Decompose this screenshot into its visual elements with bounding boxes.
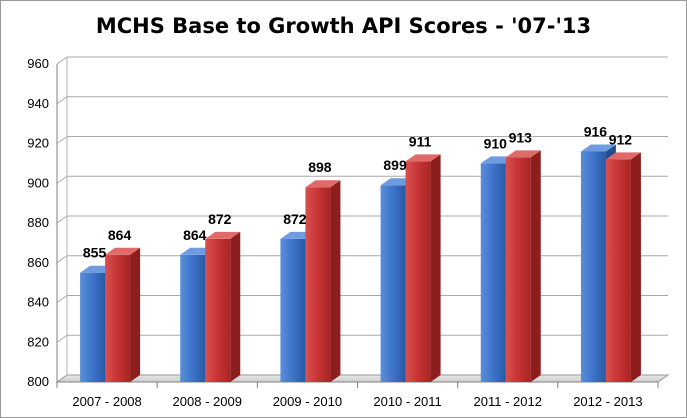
bar-front-s2 (205, 238, 231, 382)
data-label: 898 (308, 159, 332, 175)
y-tick-label: 880 (27, 215, 49, 230)
data-label: 899 (383, 157, 407, 173)
gridline-slant (56, 136, 68, 144)
data-label: 911 (409, 133, 432, 149)
bar-top-s2 (305, 180, 341, 188)
data-label: 872 (283, 211, 307, 227)
bar-side-s2 (430, 154, 441, 382)
x-category-label: 2012 - 2013 (573, 394, 642, 409)
x-category-label: 2007 - 2008 (72, 394, 141, 409)
y-tick-label: 800 (27, 374, 49, 389)
y-tick-label: 900 (27, 175, 49, 190)
bar-front-s1 (580, 151, 606, 382)
data-label: 855 (83, 245, 107, 261)
bar-side-s2 (530, 150, 541, 382)
grid-layer (56, 56, 668, 383)
data-label: 912 (609, 131, 633, 147)
data-label: 872 (208, 211, 232, 227)
x-category-label: 2008 - 2009 (173, 394, 242, 409)
bar-top-s2 (505, 150, 541, 158)
y-tick-label: 840 (27, 295, 49, 310)
bar-front-s2 (305, 187, 331, 382)
gridline-slant (56, 215, 68, 224)
bar-top-s2 (605, 152, 641, 160)
x-category-label: 2011 - 2012 (474, 394, 542, 409)
bar-top-s2 (205, 231, 241, 239)
bar-front-s2 (605, 159, 631, 382)
y-tick-label: 960 (27, 56, 49, 71)
axis-layer (55, 57, 670, 388)
gridline-slant (56, 175, 68, 184)
chart-floor (55, 374, 670, 383)
bar-side-s2 (130, 247, 141, 382)
x-category-label: 2010 - 2011 (373, 394, 441, 409)
bar-front-s1 (80, 272, 106, 382)
bar-top-s2 (105, 247, 141, 255)
gridline-slant (56, 334, 68, 343)
bar-top-s1 (580, 144, 616, 152)
gridline-slant (56, 56, 68, 65)
bars-layer (80, 144, 641, 382)
gridline-slant (56, 255, 68, 264)
bar-front-s2 (105, 254, 131, 382)
bar-front-s1 (380, 185, 406, 382)
labels-layer: 800 820 840 860 880 900 920 940 960 2007 - 2008 85… (27, 56, 642, 409)
bar-front-s1 (280, 238, 306, 382)
data-label: 864 (183, 227, 207, 243)
bar-front-s1 (480, 163, 506, 382)
bar-top-s2 (405, 154, 441, 162)
bar-front-s2 (405, 161, 431, 382)
bar-side-s2 (330, 180, 341, 382)
gridline-slant (56, 295, 68, 303)
y-tick-label: 820 (27, 334, 49, 349)
chart-title: MCHS Base to Growth API Scores - '07-'13 (95, 14, 592, 38)
y-tick-label: 940 (27, 96, 49, 111)
bar-front-s2 (505, 157, 531, 382)
y-tick-label: 920 (27, 136, 49, 151)
bar-front-s1 (180, 254, 206, 382)
bar-side-s2 (630, 152, 641, 382)
data-label: 864 (108, 227, 132, 243)
x-category-label: 2009 - 2010 (273, 394, 342, 409)
data-label: 910 (484, 135, 508, 151)
y-tick-label: 860 (27, 255, 49, 270)
bar-side-s2 (230, 231, 241, 382)
data-label: 916 (584, 123, 608, 139)
data-label: 913 (509, 129, 533, 145)
gridline-slant (56, 96, 68, 105)
